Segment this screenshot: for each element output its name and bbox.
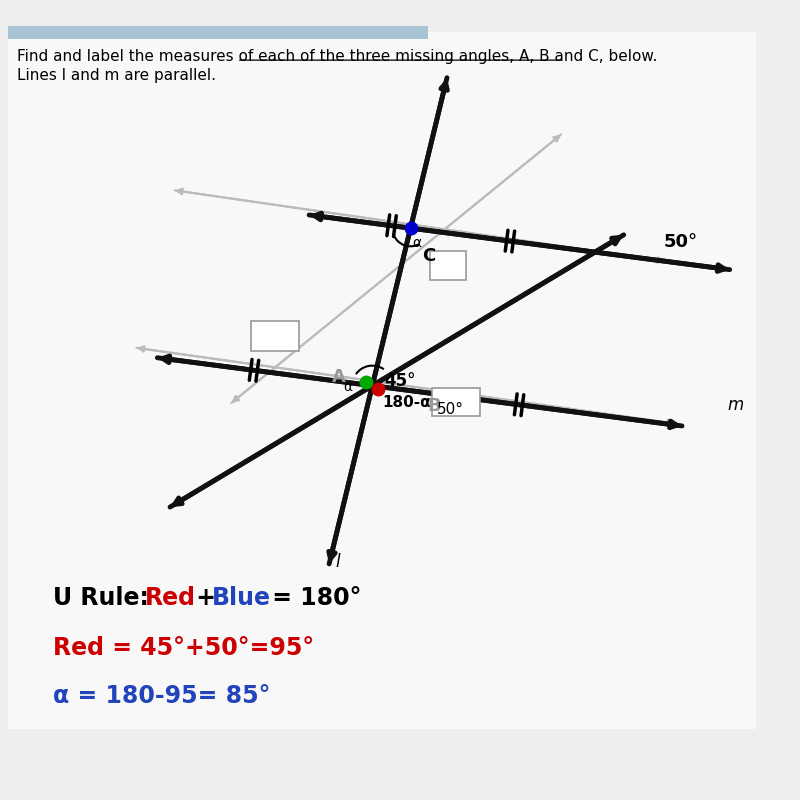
Text: Blue: Blue: [212, 586, 271, 610]
Text: A: A: [332, 369, 346, 386]
Text: 45°: 45°: [384, 372, 415, 390]
Text: l: l: [335, 553, 340, 571]
Text: = 180°: = 180°: [265, 586, 362, 610]
Text: Lines l and m are parallel.: Lines l and m are parallel.: [17, 68, 216, 82]
Text: C: C: [422, 247, 435, 266]
Text: U Rule:: U Rule:: [53, 586, 157, 610]
Text: 50°: 50°: [663, 234, 698, 251]
Text: α: α: [344, 380, 353, 394]
Text: +: +: [188, 586, 224, 610]
Text: B: B: [428, 397, 442, 415]
FancyBboxPatch shape: [251, 321, 299, 351]
Text: Find and label the measures of each of the three missing angles, A, B and C, bel: Find and label the measures of each of t…: [17, 49, 658, 64]
Text: Red: Red: [145, 586, 196, 610]
FancyBboxPatch shape: [433, 387, 480, 416]
Text: α = 180-95= 85°: α = 180-95= 85°: [53, 683, 270, 707]
Text: 50°: 50°: [438, 402, 464, 417]
Text: Red = 45°+50°=95°: Red = 45°+50°=95°: [53, 636, 314, 660]
Text: 180-α: 180-α: [382, 395, 430, 410]
Text: α: α: [413, 236, 422, 250]
FancyBboxPatch shape: [430, 251, 466, 280]
Bar: [8, 26, 428, 39]
FancyBboxPatch shape: [8, 33, 756, 730]
Text: m: m: [727, 395, 744, 414]
